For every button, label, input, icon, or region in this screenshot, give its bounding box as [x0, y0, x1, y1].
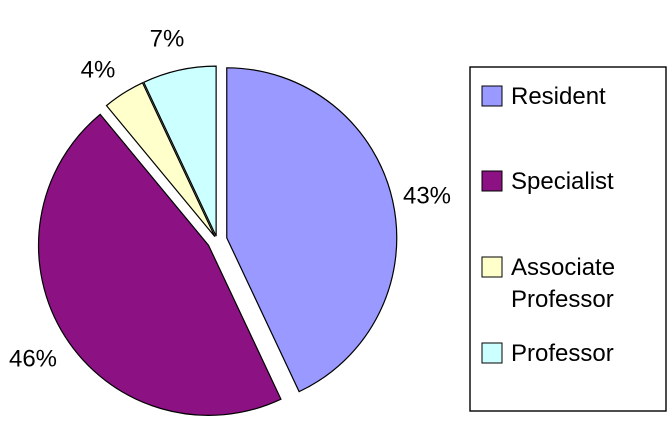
legend-swatch-resident: [481, 85, 503, 107]
legend-label-line: Professor: [511, 286, 614, 313]
legend-label-line: Associate: [511, 254, 615, 281]
legend-swatch-professor: [481, 342, 503, 364]
pie-slice-specialist: [37, 113, 282, 416]
slice-label-associate-professor: 4%: [81, 56, 116, 83]
legend-label-associate-professor: Associate Professor: [511, 254, 615, 313]
pie-slices: [37, 65, 398, 416]
legend-swatch-associate-professor: [481, 256, 503, 278]
slice-label-resident: 43%: [403, 182, 451, 209]
legend-swatch-specialist: [481, 170, 503, 192]
legend-label-line: Resident: [511, 83, 606, 110]
legend-box: [469, 66, 667, 412]
pie-slice-resident: [226, 67, 398, 393]
legend-label-line: Professor: [511, 340, 614, 367]
legend-label-professor: Professor: [511, 340, 614, 367]
legend: Resident Specialist Associate Professor Prof…: [469, 66, 667, 412]
pie-slice-associate-professor: [105, 82, 216, 238]
legend-label-line: Specialist: [511, 168, 614, 195]
slice-label-professor: 7%: [150, 25, 185, 52]
pie-slice-professor: [142, 65, 217, 237]
legend-label-specialist: Specialist: [511, 168, 614, 195]
slice-labels: 43% 46% 4% 7%: [9, 25, 451, 372]
slice-label-specialist: 46%: [9, 345, 57, 372]
legend-label-resident: Resident: [511, 83, 606, 110]
